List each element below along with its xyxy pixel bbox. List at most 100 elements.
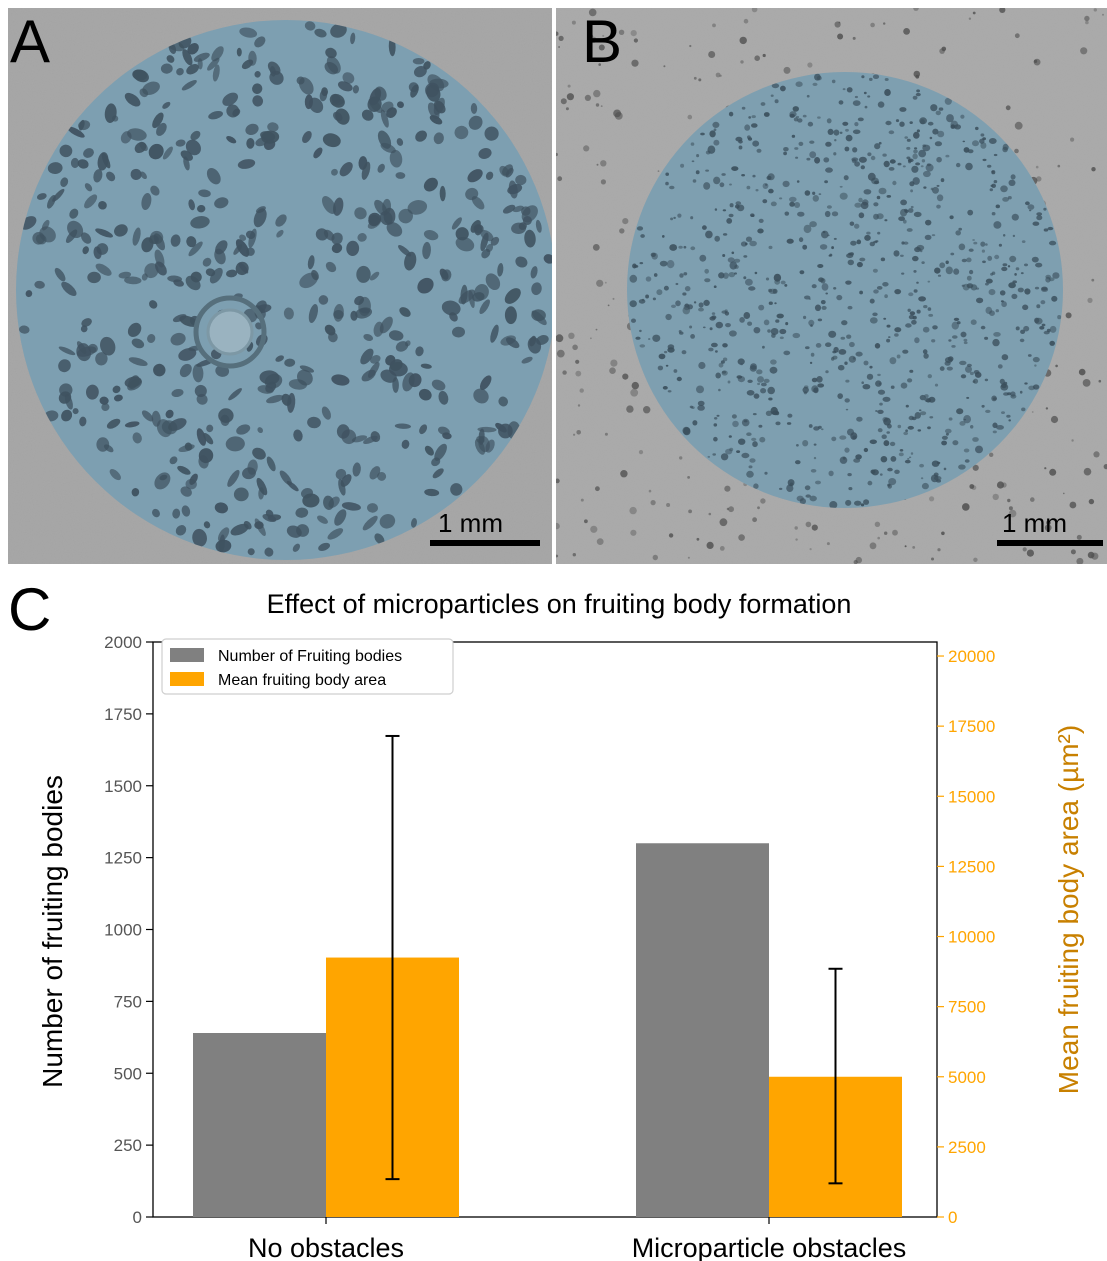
- fruiting-body-blob: [898, 216, 905, 221]
- fruiting-body-blob: [731, 251, 735, 255]
- fruiting-body-blob: [342, 72, 355, 84]
- fruiting-body-blob: [945, 428, 952, 434]
- fruiting-body-blob: [996, 425, 1004, 430]
- background-particle: [913, 70, 921, 78]
- fruiting-body-blob: [154, 261, 167, 276]
- fruiting-body-blob: [368, 362, 380, 378]
- fruiting-body-blob: [844, 398, 850, 403]
- fruiting-body-blob: [814, 304, 822, 312]
- fruiting-body-blob: [963, 418, 967, 421]
- fruiting-body-blob: [360, 348, 374, 365]
- fruiting-body-blob: [140, 171, 147, 180]
- fruiting-body-blob: [762, 199, 768, 204]
- fruiting-body-blob: [859, 257, 866, 262]
- fruiting-body-blob: [479, 375, 492, 391]
- background-particle: [1083, 467, 1092, 476]
- fruiting-body-blob: [675, 282, 679, 286]
- fruiting-body-blob: [1032, 356, 1040, 363]
- fruiting-body-blob: [810, 469, 817, 473]
- background-particle: [719, 74, 722, 78]
- background-particle: [837, 33, 844, 40]
- fruiting-body-blob: [424, 445, 434, 456]
- background-particle: [1044, 524, 1052, 532]
- fruiting-body-blob: [141, 410, 154, 422]
- fruiting-body-blob: [886, 195, 892, 198]
- right-tick-label: 5000: [948, 1068, 986, 1087]
- fruiting-body-blob: [127, 128, 147, 141]
- fruiting-body-blob: [723, 272, 729, 279]
- left-tick-label: 750: [114, 992, 142, 1011]
- background-particle: [595, 328, 598, 331]
- background-particle: [1071, 439, 1074, 442]
- fruiting-body-blob: [877, 373, 881, 377]
- fruiting-body-blob: [252, 447, 266, 460]
- fruiting-body-blob: [480, 232, 489, 252]
- right-tick-label: 2500: [948, 1138, 986, 1157]
- fruiting-body-blob: [114, 224, 128, 237]
- fruiting-body-blob: [974, 371, 982, 378]
- fruiting-body-blob: [877, 231, 881, 235]
- fruiting-body-blob: [927, 280, 931, 283]
- fruiting-body-blob: [128, 357, 148, 367]
- fruiting-body-blob: [958, 464, 966, 470]
- fruiting-body-blob: [841, 320, 848, 326]
- fruiting-body-blob: [743, 276, 747, 280]
- fruiting-body-blob: [431, 379, 446, 391]
- background-particle: [633, 38, 638, 43]
- background-particle: [739, 36, 747, 45]
- fruiting-body-blob: [779, 328, 787, 335]
- fruiting-body-blob: [181, 505, 191, 517]
- fruiting-body-blob: [945, 154, 950, 158]
- fruiting-body-blob: [689, 405, 694, 409]
- fruiting-body-blob: [907, 458, 910, 460]
- fruiting-body-blob: [932, 186, 939, 194]
- fruiting-body-blob: [704, 268, 709, 274]
- fruiting-body-blob: [927, 426, 931, 430]
- fruiting-body-blob: [728, 272, 736, 278]
- fruiting-body-blob: [490, 324, 499, 343]
- fruiting-body-blob: [821, 283, 829, 291]
- fruiting-body-blob: [97, 152, 109, 171]
- fruiting-body-blob: [967, 149, 974, 154]
- fruiting-body-blob: [476, 436, 485, 444]
- fruiting-body-blob: [386, 222, 403, 237]
- fruiting-body-blob: [783, 147, 789, 152]
- fruiting-body-blob: [404, 251, 417, 271]
- fruiting-body-blob: [713, 139, 720, 146]
- fruiting-body-blob: [760, 388, 767, 394]
- fruiting-body-blob: [845, 379, 850, 383]
- fruiting-body-blob: [755, 189, 759, 192]
- background-particle: [783, 66, 791, 74]
- fruiting-body-blob: [751, 115, 756, 119]
- fruiting-body-blob: [872, 268, 878, 273]
- left-tick-label: 1000: [104, 921, 142, 940]
- fruiting-body-blob: [529, 335, 537, 347]
- fruiting-body-blob: [875, 380, 882, 387]
- fruiting-body-blob: [897, 162, 902, 166]
- fruiting-body-blob: [920, 165, 924, 168]
- fruiting-body-blob: [1043, 228, 1049, 232]
- fruiting-body-blob: [696, 385, 704, 394]
- fruiting-body-blob: [736, 450, 741, 453]
- fruiting-body-blob: [832, 355, 838, 360]
- fruiting-body-blob: [766, 175, 772, 180]
- fruiting-body-blob: [758, 424, 763, 428]
- fruiting-body-blob: [879, 402, 883, 406]
- fruiting-body-blob: [709, 130, 716, 138]
- fruiting-body-blob: [67, 220, 84, 239]
- fruiting-body-blob: [327, 528, 344, 540]
- fruiting-body-blob: [815, 343, 822, 348]
- fruiting-body-blob: [761, 382, 767, 387]
- fruiting-body-blob: [741, 418, 750, 427]
- fruiting-body-blob: [905, 404, 909, 408]
- fruiting-body-blob: [707, 455, 711, 458]
- fruiting-body-blob: [809, 221, 817, 228]
- fruiting-body-blob: [989, 310, 995, 317]
- fruiting-body-blob: [629, 300, 637, 308]
- fruiting-body-blob: [1002, 143, 1009, 151]
- fruiting-body-blob: [731, 166, 739, 172]
- fruiting-body-blob: [892, 180, 897, 186]
- fruiting-body-blob: [758, 304, 765, 311]
- background-particle: [557, 176, 563, 182]
- background-particle: [972, 464, 979, 471]
